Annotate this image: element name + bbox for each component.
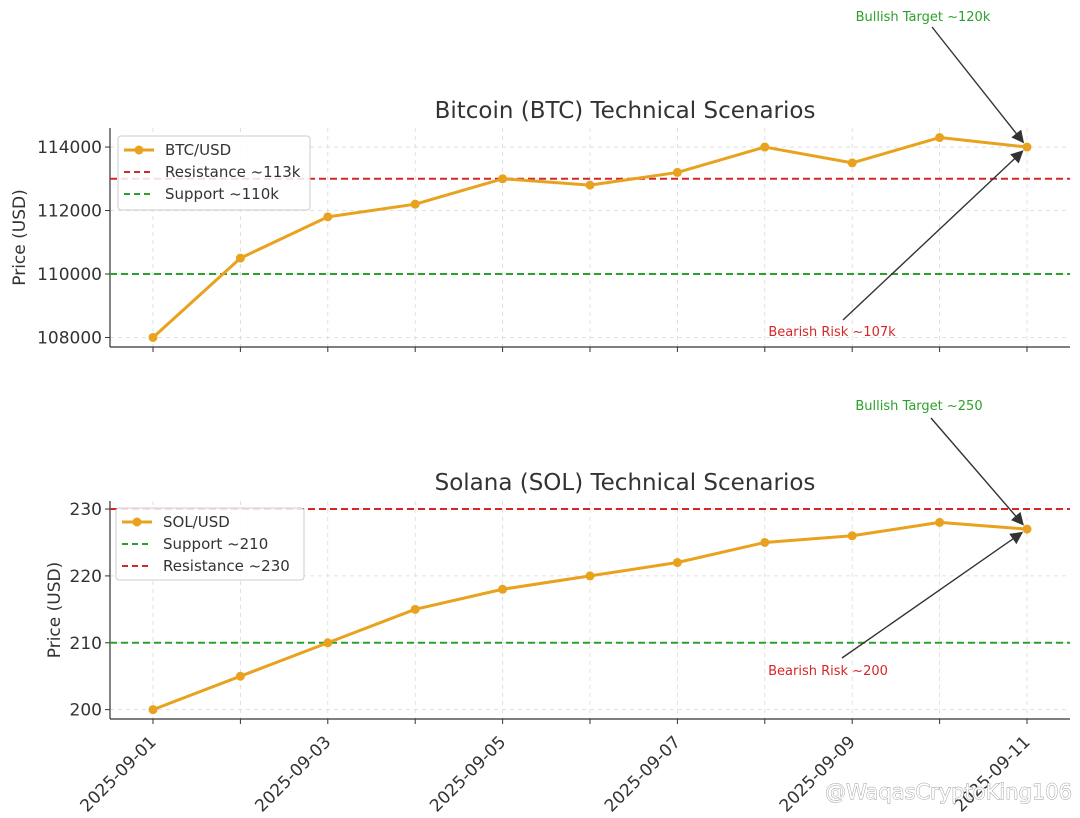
legend-label: SOL/USD bbox=[163, 513, 230, 531]
bearish-risk-annotation: Bearish Risk ~107k bbox=[768, 325, 896, 340]
legend-label: Resistance ~230 bbox=[163, 557, 290, 575]
data-point bbox=[585, 571, 595, 581]
legend-marker bbox=[132, 517, 142, 527]
data-point bbox=[235, 671, 245, 681]
data-point bbox=[1022, 142, 1032, 152]
data-point bbox=[847, 158, 857, 168]
y-tick-label: 110000 bbox=[37, 265, 102, 285]
data-point bbox=[498, 584, 508, 594]
legend-label: Resistance ~113k bbox=[165, 163, 301, 181]
legend-box bbox=[115, 507, 305, 581]
annotation-arrow bbox=[930, 417, 1024, 526]
y-tick-label: 114000 bbox=[37, 138, 102, 158]
chart-title: Solana (SOL) Technical Scenarios bbox=[435, 470, 816, 496]
legend-label: Support ~110k bbox=[165, 185, 279, 203]
annotation-arrow bbox=[842, 150, 1024, 321]
data-point bbox=[410, 199, 420, 209]
data-point bbox=[760, 537, 770, 547]
x-tick-label: 2025-09-07 bbox=[601, 732, 685, 816]
chart-title: Bitcoin (BTC) Technical Scenarios bbox=[435, 98, 816, 124]
y-tick-label: 210 bbox=[70, 634, 102, 654]
data-point bbox=[148, 705, 158, 715]
data-point bbox=[1022, 524, 1032, 534]
data-point bbox=[323, 638, 333, 648]
y-tick-label: 230 bbox=[70, 500, 102, 520]
y-tick-label: 112000 bbox=[37, 202, 102, 222]
data-point bbox=[672, 558, 682, 568]
data-point bbox=[323, 212, 333, 222]
legend-label: Support ~210 bbox=[163, 535, 268, 553]
legend: SOL/USD Support ~210 Resistance ~230 bbox=[115, 507, 305, 581]
legend-marker bbox=[134, 145, 144, 155]
data-point bbox=[935, 517, 945, 527]
data-point bbox=[148, 332, 158, 342]
data-point bbox=[935, 133, 945, 143]
data-point bbox=[760, 142, 770, 152]
y-axis-label: Price (USD) bbox=[45, 562, 65, 658]
annotation-arrow bbox=[841, 531, 1024, 659]
bearish-risk-annotation: Bearish Risk ~200 bbox=[768, 664, 888, 679]
bullish-target-annotation: Bullish Target ~120k bbox=[856, 10, 991, 25]
bullish-target-annotation: Bullish Target ~250 bbox=[855, 399, 982, 414]
legend-label: BTC/USD bbox=[165, 141, 231, 159]
data-point bbox=[585, 180, 595, 190]
data-point bbox=[672, 167, 682, 177]
y-tick-label: 108000 bbox=[37, 328, 102, 348]
legend: BTC/USD Resistance ~113k Support ~110k bbox=[117, 135, 311, 211]
sol-chart-panel: 200 210 220 230 2025-09-01 2025-09-03 2025-09-… bbox=[45, 399, 1070, 816]
watermark-text: @WaqasCryptoKing106 bbox=[825, 780, 1072, 804]
btc-chart-panel: 108000 110000 112000 114000 Bitcoin (BTC) Te… bbox=[10, 10, 1070, 352]
data-point bbox=[498, 174, 508, 184]
data-point bbox=[410, 604, 420, 614]
annotation-arrow bbox=[931, 26, 1025, 144]
x-tick-label: 2025-09-03 bbox=[251, 732, 335, 816]
y-tick-label: 200 bbox=[70, 701, 102, 721]
x-tick-label: 2025-09-01 bbox=[77, 732, 161, 816]
x-tick-label: 2025-09-05 bbox=[426, 732, 510, 816]
data-point bbox=[235, 253, 245, 263]
y-tick-label: 220 bbox=[70, 567, 102, 587]
data-point bbox=[847, 531, 857, 541]
legend-box bbox=[117, 135, 311, 211]
y-axis-label: Price (USD) bbox=[10, 189, 30, 285]
